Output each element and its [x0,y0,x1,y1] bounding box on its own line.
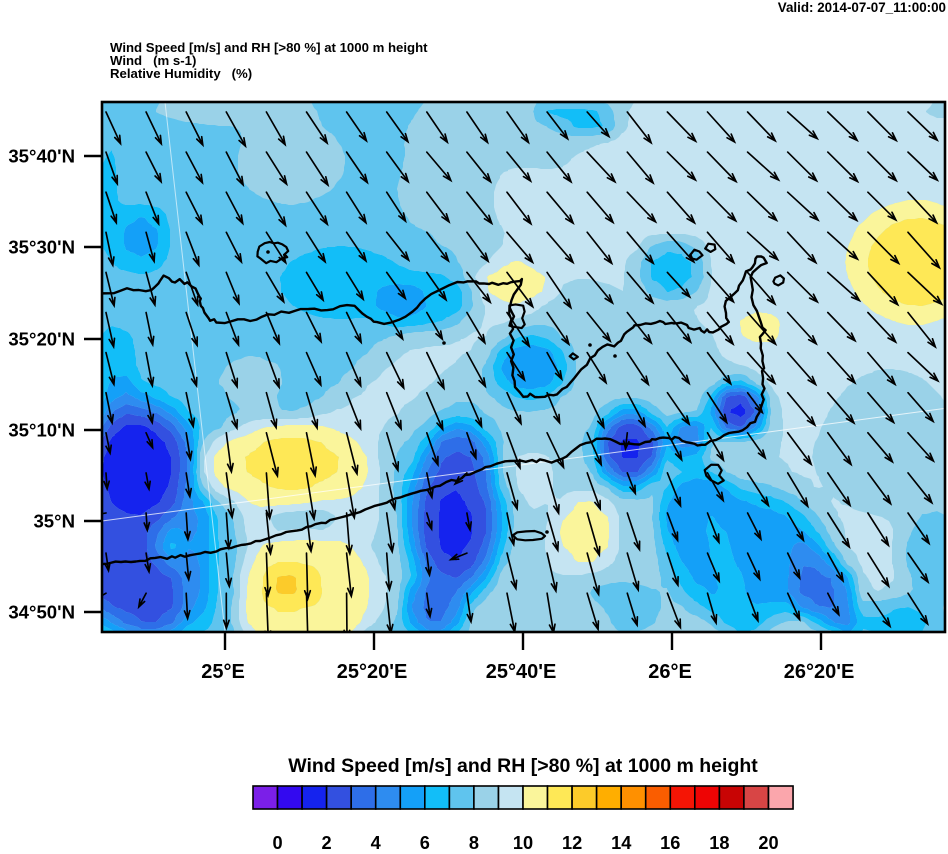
svg-text:10: 10 [513,833,533,853]
svg-text:26°E: 26°E [648,661,692,683]
svg-text:Relative Humidity (%): Relative Humidity (%) [110,66,252,81]
svg-text:35°40'N: 35°40'N [8,146,75,167]
svg-text:0: 0 [272,833,282,853]
svg-text:25°40'E: 25°40'E [486,661,557,683]
svg-text:2: 2 [322,833,332,853]
svg-text:25°E: 25°E [201,661,245,683]
svg-text:12: 12 [562,833,582,853]
svg-text:16: 16 [660,833,680,853]
svg-text:Wind Speed [m/s] and RH [>80 %: Wind Speed [m/s] and RH [>80 %] at 1000 … [110,40,428,55]
svg-text:20: 20 [758,833,778,853]
svg-text:6: 6 [420,833,430,853]
svg-text:Wind Speed [m/s] and RH [>80 %: Wind Speed [m/s] and RH [>80 %] at 1000 … [288,755,758,777]
svg-text:35°N: 35°N [33,511,75,532]
svg-text:34°50'N: 34°50'N [8,602,75,623]
svg-text:35°30'N: 35°30'N [8,237,75,258]
svg-text:4: 4 [371,833,382,853]
svg-text:18: 18 [709,833,729,853]
svg-text:26°20'E: 26°20'E [784,661,855,683]
svg-text:35°20'N: 35°20'N [8,329,75,350]
svg-text:14: 14 [611,833,632,853]
svg-text:8: 8 [469,833,479,853]
svg-text:Wind (m s-1): Wind (m s-1) [110,53,196,68]
svg-text:25°20'E: 25°20'E [337,661,408,683]
svg-text:Valid: 2014-07-07_11:00:00: Valid: 2014-07-07_11:00:00 [778,0,946,15]
svg-text:35°10'N: 35°10'N [8,420,75,441]
